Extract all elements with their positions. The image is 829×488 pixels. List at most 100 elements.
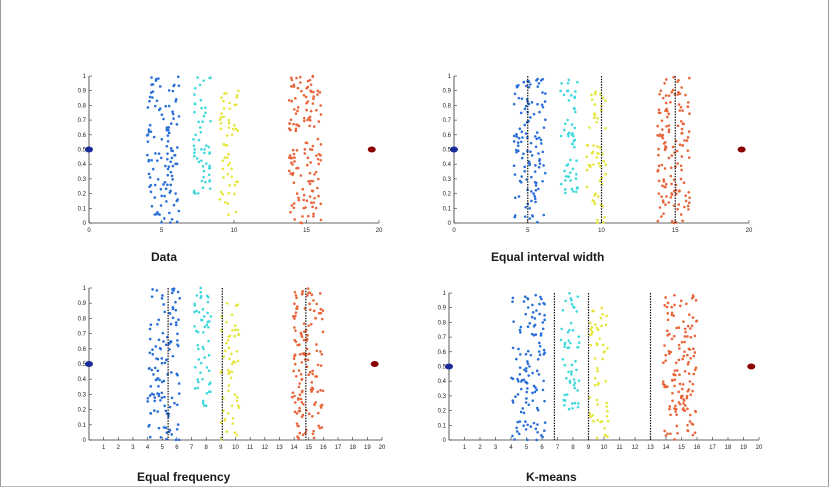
data-point [224,349,227,353]
data-point [169,221,172,224]
data-point [292,202,296,205]
data-point [573,126,577,130]
data-point [534,188,538,192]
data-point [296,166,300,170]
data-point [543,318,546,322]
data-point [194,329,198,333]
data-point [223,92,226,95]
data-point [294,374,298,378]
data-point [590,332,593,336]
data-point [197,347,200,351]
data-point [595,436,599,440]
data-point [306,334,309,337]
data-point [677,103,681,106]
data-point [533,194,537,198]
data-point [565,393,569,396]
data-point [683,205,686,209]
y-tick-label: 0.3 [78,392,87,398]
data-point [676,162,679,165]
data-point [568,328,571,332]
data-point [674,404,677,408]
data-point [306,358,310,362]
data-point [149,130,153,133]
data-point [688,420,692,423]
data-point [594,90,597,94]
data-point [204,404,208,408]
data-point [674,361,678,365]
data-point [688,413,692,417]
data-point [572,378,576,381]
data-point [300,89,303,93]
data-point [604,172,608,176]
data-point [528,83,532,86]
data-point [519,410,523,414]
data-point [540,434,543,437]
data-point [225,301,229,305]
data-point [512,102,516,106]
data-point [526,349,530,353]
data-point [541,327,545,331]
data-point [673,303,676,307]
x-tick-label: 7 [556,445,560,451]
data-point [158,378,161,382]
data-point [524,312,528,316]
data-point [236,129,240,133]
data-point [166,183,169,187]
data-point [202,331,205,334]
data-point [226,172,230,176]
data-point [317,424,320,428]
data-point [233,328,237,332]
caption-equal-frequency: Equal frequency [137,470,231,484]
data-point [295,123,298,126]
data-point [515,135,519,138]
data-point [667,156,671,160]
data-point [596,403,599,406]
series-cluster-3 [219,301,241,441]
x-tick-label: 5 [526,228,530,234]
data-point [537,136,541,140]
data-point [230,167,233,171]
data-point [531,303,534,307]
data-point [305,199,309,202]
y-tick-label: 0.1 [443,206,452,212]
data-point [308,78,312,82]
data-point [316,186,319,190]
data-point [298,75,302,79]
series-cluster-3 [585,90,608,225]
data-point [563,345,566,349]
data-point [528,322,532,325]
data-point [317,194,320,198]
data-point [670,154,674,157]
data-point [686,363,690,366]
data-point [292,357,296,360]
data-point [597,381,600,385]
data-point [319,350,322,353]
data-point [568,171,572,174]
data-point [596,195,600,198]
data-point [294,112,298,115]
data-point [233,183,237,187]
data-point [316,89,320,93]
data-point [537,165,541,169]
data-point [300,401,304,404]
outlier-point [747,363,756,370]
data-point [691,382,695,386]
data-point [222,176,225,179]
data-point [534,200,537,204]
data-point [151,288,154,291]
data-point [165,431,169,434]
data-point [526,387,529,390]
data-point [574,190,578,194]
data-point [307,180,310,183]
y-tick-label: 0.1 [78,423,87,429]
data-point [529,425,533,428]
data-point [226,202,230,205]
data-point [236,328,240,332]
data-point [675,424,679,428]
data-point [203,356,207,359]
data-point [227,346,231,350]
data-point [293,354,296,358]
data-point [196,343,200,347]
data-point [157,108,161,112]
data-point [670,220,674,223]
